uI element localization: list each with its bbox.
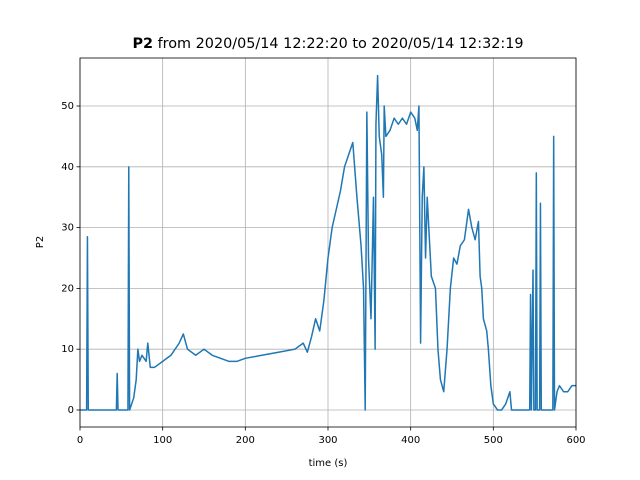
x-tick-label: 600	[566, 435, 585, 446]
x-tick-label: 0	[77, 435, 83, 446]
title-name: P2	[132, 36, 153, 52]
y-tick-label: 50	[61, 101, 74, 112]
y-tick-label: 40	[61, 162, 74, 173]
y-tick-label: 30	[61, 223, 74, 234]
x-tick-label: 100	[153, 435, 172, 446]
title-rest: from 2020/05/14 12:22:20 to 2020/05/14 1…	[158, 36, 524, 52]
data-line	[80, 74, 576, 411]
x-tick-label: 200	[236, 435, 255, 446]
x-axis-label: time (s)	[309, 458, 348, 469]
x-tick-label: 400	[401, 435, 420, 446]
x-tick-label: 500	[484, 435, 503, 446]
x-tick-label: 300	[318, 435, 337, 446]
y-tick-label: 10	[61, 344, 74, 355]
y-tick-label: 0	[68, 405, 74, 416]
y-tick-label: 20	[61, 283, 74, 294]
y-axis-label: P2	[35, 236, 46, 248]
chart-title: P2 from 2020/05/14 12:22:20 to 2020/05/1…	[132, 36, 523, 52]
plot-frame	[79, 57, 577, 428]
